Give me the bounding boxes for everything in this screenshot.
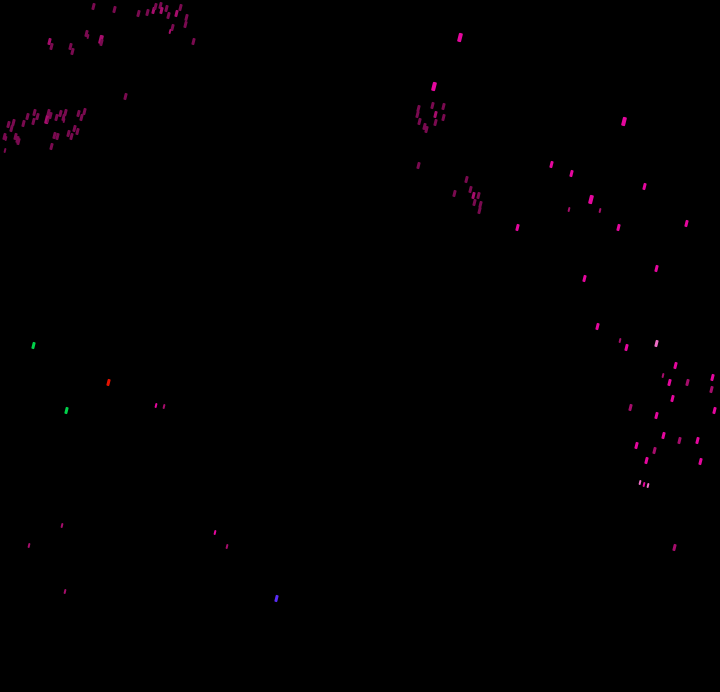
particle <box>49 142 54 151</box>
particle <box>549 160 554 169</box>
particle <box>654 411 659 420</box>
particle <box>21 119 26 128</box>
particle <box>416 161 421 170</box>
particle <box>49 42 54 51</box>
particle <box>417 117 422 126</box>
particle <box>91 2 96 11</box>
particle <box>595 322 600 331</box>
particle <box>162 403 166 410</box>
particle <box>582 274 587 283</box>
particle <box>452 189 457 198</box>
particle <box>684 219 689 228</box>
particle <box>677 436 682 445</box>
particle <box>35 112 40 121</box>
particle <box>31 341 36 350</box>
particle <box>106 378 111 387</box>
particle <box>695 436 700 445</box>
particle <box>661 372 665 379</box>
particle <box>642 481 646 488</box>
particle <box>673 361 678 370</box>
particle <box>62 117 66 124</box>
particle <box>652 446 657 455</box>
particle <box>166 11 171 20</box>
particle <box>86 33 90 40</box>
particle <box>225 543 229 550</box>
particle <box>153 2 158 11</box>
particle <box>456 32 464 43</box>
particle <box>430 101 435 110</box>
particle <box>25 112 30 121</box>
particle <box>168 28 172 35</box>
particle <box>159 6 164 15</box>
particle <box>433 110 438 119</box>
particle <box>154 402 158 409</box>
particle <box>628 403 633 412</box>
particle <box>616 223 621 232</box>
particle <box>638 479 642 486</box>
particle <box>685 378 690 387</box>
particle <box>75 127 80 136</box>
particle <box>145 8 150 17</box>
particle <box>661 431 666 440</box>
particle <box>654 264 659 273</box>
particle <box>430 81 438 92</box>
particle <box>598 207 602 214</box>
particle <box>64 406 69 415</box>
particle <box>477 206 482 215</box>
particle <box>698 457 703 466</box>
particle <box>710 373 715 382</box>
particle <box>27 542 31 549</box>
particle <box>178 3 183 12</box>
particle <box>82 107 87 116</box>
particle <box>424 125 429 134</box>
particle <box>99 38 104 47</box>
particle <box>441 102 446 111</box>
particle <box>670 394 675 403</box>
particle <box>4 135 8 142</box>
particle <box>274 594 279 603</box>
particle <box>3 147 7 154</box>
particle <box>646 482 650 489</box>
particle <box>123 92 128 101</box>
particle <box>472 198 477 207</box>
particle <box>709 385 714 394</box>
particle <box>60 522 64 529</box>
particle <box>213 529 217 536</box>
particle <box>63 588 67 595</box>
particle <box>667 378 672 387</box>
particle <box>55 132 60 141</box>
particle <box>712 406 717 415</box>
particle <box>618 337 622 344</box>
particle <box>642 182 647 191</box>
particle <box>620 116 628 127</box>
particle <box>587 194 595 205</box>
particle <box>654 339 659 348</box>
particle <box>136 9 141 18</box>
particle <box>464 175 469 184</box>
particle <box>567 206 571 213</box>
particle <box>644 456 649 465</box>
particle <box>16 137 21 146</box>
particle <box>672 543 677 552</box>
particle <box>624 343 629 352</box>
particle <box>46 117 50 124</box>
particle <box>70 47 75 56</box>
particle <box>634 441 639 450</box>
particle <box>433 118 438 127</box>
particle <box>515 223 520 232</box>
particle <box>441 113 446 122</box>
particle <box>569 169 574 178</box>
particle <box>63 108 68 117</box>
particle <box>183 20 188 29</box>
particle <box>476 191 481 200</box>
particle <box>191 37 196 46</box>
particle <box>11 118 16 127</box>
particle <box>69 132 74 141</box>
particle <box>174 9 179 18</box>
particle <box>112 5 117 14</box>
